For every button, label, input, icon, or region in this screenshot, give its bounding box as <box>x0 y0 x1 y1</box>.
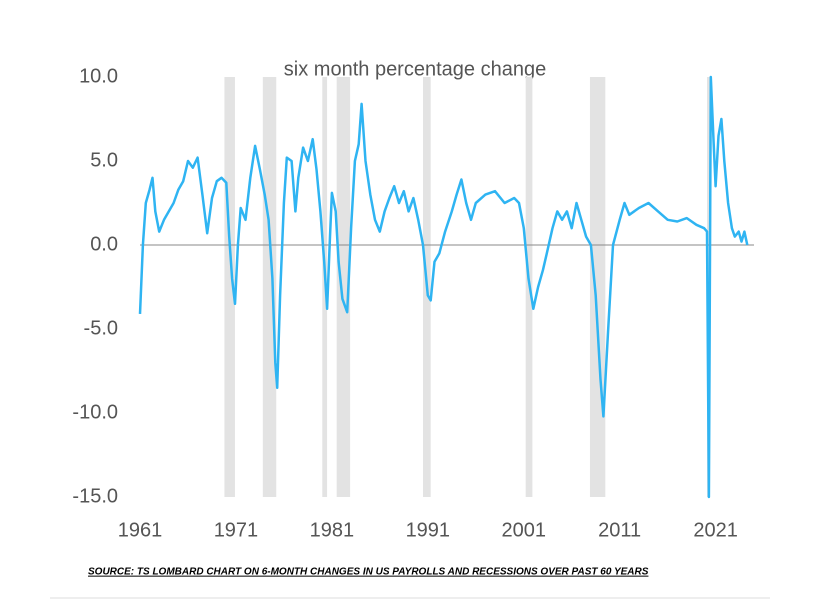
recession-band <box>589 77 606 497</box>
x-tick-label: 1961 <box>118 519 163 541</box>
x-tick-label: 2011 <box>598 519 641 541</box>
x-tick-label: 1981 <box>310 519 355 541</box>
source-note: SOURCE: TS LOMBARD CHART ON 6-MONTH CHAN… <box>88 567 649 578</box>
y-tick-label: -10.0 <box>72 401 118 423</box>
x-tick-label: 1991 <box>406 519 451 541</box>
chart-title: six month percentage change <box>284 58 546 80</box>
x-tick-label: 2021 <box>693 519 738 541</box>
y-tick-label: -5.0 <box>84 317 118 339</box>
x-tick-label: 1971 <box>214 519 259 541</box>
data-line <box>138 75 749 499</box>
y-tick-label: 5.0 <box>90 149 118 171</box>
recession-band <box>224 77 235 497</box>
recession-band <box>262 77 277 497</box>
x-tick-label: 2001 <box>502 519 547 541</box>
recession-band <box>336 77 351 497</box>
y-tick-label: 0.0 <box>90 233 118 255</box>
y-tick-label: -15.0 <box>72 485 118 507</box>
y-tick-label: 10.0 <box>79 65 118 87</box>
